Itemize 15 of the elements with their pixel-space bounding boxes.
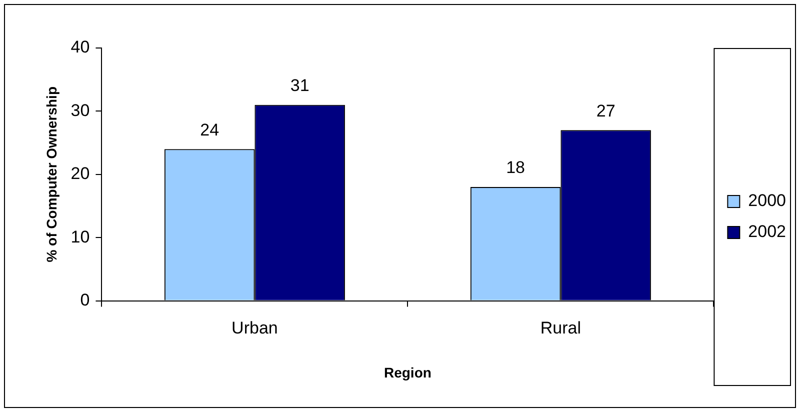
data-label: 31	[290, 76, 310, 96]
y-tick-label: 10	[70, 227, 90, 246]
y-tick-label: 40	[70, 38, 90, 57]
data-label: 24	[200, 120, 220, 140]
y-tick-label: 30	[70, 100, 90, 120]
data-label: 18	[506, 158, 526, 178]
y-tick-label: 0	[80, 290, 90, 310]
data-label: 27	[596, 101, 616, 120]
y-axis-title: % of Computer Ownership	[43, 86, 60, 262]
x-tick-label: Urban	[232, 318, 278, 338]
x-tick-label: Rural	[540, 318, 581, 338]
x-axis-title: Region	[384, 364, 432, 380]
y-tick-label: 20	[70, 164, 90, 184]
legend-label: 2002	[748, 222, 786, 242]
legend-label: 2000	[748, 191, 786, 210]
